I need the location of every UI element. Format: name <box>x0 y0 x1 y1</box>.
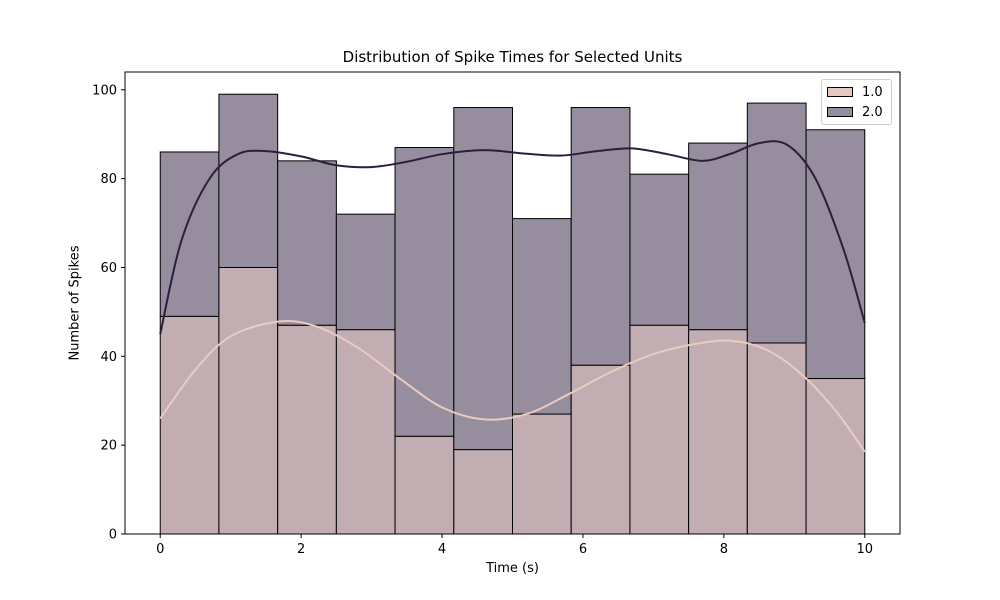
kde-layer <box>159 140 866 453</box>
chart-title: Distribution of Spike Times for Selected… <box>342 48 683 66</box>
x-tick-label: 0 <box>156 542 164 557</box>
bar-series-2-bin-7 <box>512 218 572 415</box>
kde-line-series-1 <box>159 320 866 453</box>
bar-series-2-bin-8 <box>570 107 631 366</box>
legend-item-2: 2.0 <box>827 104 883 120</box>
bar-series-1-bin-10 <box>688 329 748 535</box>
y-axis-label: Number of Spikes <box>67 245 83 361</box>
bar-series-2-bin-5 <box>394 147 455 437</box>
bar-series-1-bin-11 <box>746 342 807 535</box>
axes-frame <box>124 71 901 535</box>
legend-swatch-2 <box>827 107 853 117</box>
y-tick-label: 0 <box>109 528 117 543</box>
bar-series-2-bin-4 <box>335 213 396 331</box>
x-axis-label: Time (s) <box>486 561 539 576</box>
x-tick-label: 4 <box>438 542 446 557</box>
x-tick-label: 2 <box>297 542 305 557</box>
bar-series-1-bin-5 <box>394 435 455 535</box>
y-tick-label: 100 <box>92 83 117 98</box>
y-tick-label: 80 <box>100 172 117 187</box>
bar-series-2-bin-10 <box>688 142 748 331</box>
legend-swatch-1 <box>827 87 853 97</box>
kde-line-series-2 <box>159 140 866 335</box>
bar-series-1-bin-3 <box>277 324 337 535</box>
bar-series-1-bin-8 <box>570 364 631 535</box>
bar-series-1-bin-9 <box>629 324 690 535</box>
bar-series-1-bin-7 <box>512 413 572 535</box>
y-axis: 0 20 40 60 80 100 <box>92 83 125 543</box>
bar-series-2-bin-11 <box>746 102 807 344</box>
legend-label-2: 2.0 <box>862 104 883 120</box>
legend-item-1: 1.0 <box>827 84 883 100</box>
y-tick-label: 40 <box>100 350 117 365</box>
bar-series-2-bin-3 <box>277 160 337 326</box>
bar-series-2-bin-9 <box>629 173 690 326</box>
x-axis: 0 2 4 6 8 10 <box>156 534 873 557</box>
bar-series-1-bin-12 <box>805 378 866 535</box>
x-tick-label: 10 <box>856 542 873 557</box>
bar-series-2-bin-6 <box>453 107 514 451</box>
bar-series-1-bin-4 <box>335 329 396 535</box>
legend-label-1: 1.0 <box>862 84 883 100</box>
y-tick-label: 60 <box>100 261 117 276</box>
bar-series-2-bin-2 <box>218 93 279 268</box>
x-tick-label: 8 <box>720 542 728 557</box>
bar-series-1-bin-2 <box>218 266 279 535</box>
bar-series-1-bin-1 <box>159 315 220 535</box>
legend: 1.0 2.0 <box>821 79 892 125</box>
bar-series-2-bin-12 <box>805 129 866 380</box>
bars-layer <box>159 93 866 535</box>
bar-series-1-bin-6 <box>453 449 514 535</box>
x-tick-label: 6 <box>579 542 587 557</box>
y-tick-label: 20 <box>100 439 117 454</box>
